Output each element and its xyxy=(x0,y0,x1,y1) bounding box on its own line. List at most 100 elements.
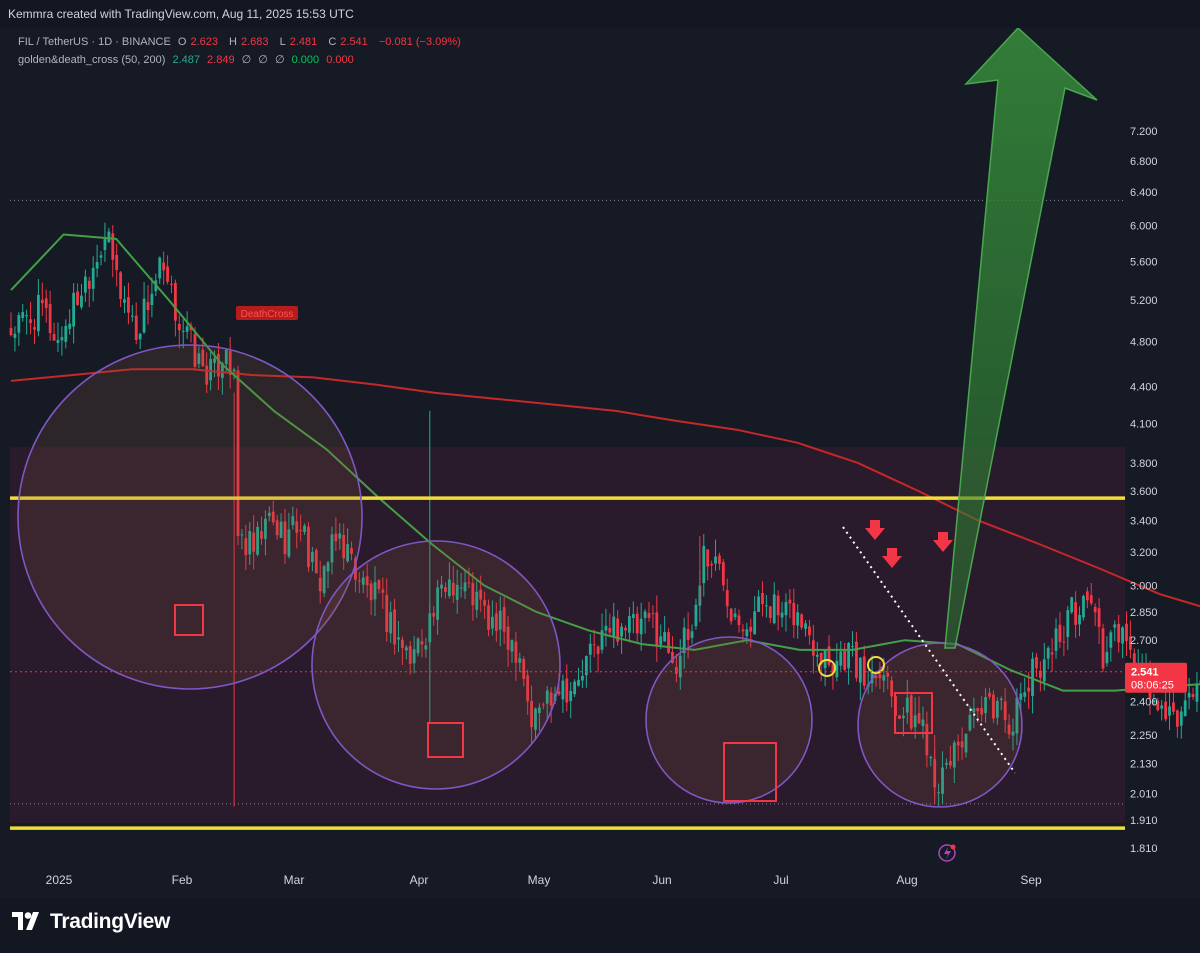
candle-body xyxy=(725,590,729,607)
ma50-line xyxy=(10,233,1200,692)
candle xyxy=(1078,606,1081,637)
candle-body xyxy=(213,358,216,363)
candle xyxy=(886,665,890,690)
candle-body xyxy=(882,675,886,681)
candle-body xyxy=(831,664,835,673)
candle-body xyxy=(279,521,283,538)
candle xyxy=(295,508,299,549)
trendline xyxy=(842,526,1016,774)
candle-body xyxy=(451,582,455,596)
candle xyxy=(1168,688,1171,731)
candle xyxy=(765,594,768,618)
candle xyxy=(377,578,381,594)
time-tick-label: Aug xyxy=(896,873,917,887)
candle-body xyxy=(588,643,592,655)
candle-body xyxy=(166,266,169,282)
candle xyxy=(498,596,502,647)
credit-text: Kemmra created with TradingView.com, Aug… xyxy=(8,7,354,21)
candle-body xyxy=(467,582,471,584)
candle-body xyxy=(447,579,451,597)
candle-body xyxy=(209,358,213,381)
candle xyxy=(514,631,518,681)
candle-body xyxy=(819,652,823,665)
candle xyxy=(1082,594,1085,621)
candle-body xyxy=(792,602,796,626)
candle-body xyxy=(228,350,232,375)
candle xyxy=(1007,714,1011,739)
candle xyxy=(964,733,968,758)
candle xyxy=(471,572,475,621)
candle-body xyxy=(537,707,541,713)
candle xyxy=(463,570,467,600)
candle-body xyxy=(236,370,240,537)
candle xyxy=(725,578,729,619)
price-tick-label: 4.800 xyxy=(1130,337,1158,349)
candle xyxy=(228,336,232,389)
candle xyxy=(138,332,142,350)
candle xyxy=(804,620,807,637)
candle-body xyxy=(463,582,467,592)
candle-body xyxy=(890,680,894,697)
candle xyxy=(682,617,686,669)
low-value: 2.481 xyxy=(289,36,318,48)
candle-body xyxy=(52,333,56,341)
candle-body xyxy=(491,616,494,629)
candle xyxy=(534,707,537,741)
candle xyxy=(283,508,287,564)
candle-body xyxy=(780,612,784,618)
candle xyxy=(839,641,843,671)
candle xyxy=(123,285,126,314)
candle-body xyxy=(1035,657,1038,669)
candle-body xyxy=(436,587,440,620)
candle-body xyxy=(260,531,263,539)
candle xyxy=(945,758,948,769)
candle-body xyxy=(968,714,972,731)
down-arrow-2 xyxy=(933,532,953,552)
candle-body xyxy=(502,607,506,632)
time-axis[interactable]: 2025 Feb Mar Apr May Jun Jul Aug Sep xyxy=(46,873,1042,887)
candle-body xyxy=(600,630,604,650)
candle xyxy=(952,740,956,784)
candle-body xyxy=(855,641,858,678)
candle xyxy=(119,270,122,307)
candle-body xyxy=(592,644,596,646)
candle-body xyxy=(1175,710,1179,727)
price-tick-label: 4.100 xyxy=(1130,418,1158,430)
candle-body xyxy=(757,596,760,612)
candle-body xyxy=(29,319,32,324)
candle xyxy=(788,589,792,619)
price-axis[interactable]: 7.200 6.800 6.400 6.000 5.600 5.200 4.800 4.400… xyxy=(1125,126,1187,855)
candle-body xyxy=(224,349,228,365)
chart-area[interactable]: DeathCross 7.200 6.800 6.400 6.000 5.600 5.20… xyxy=(0,26,1200,898)
candle-body xyxy=(33,327,36,330)
candle-body xyxy=(815,654,819,657)
candle-body xyxy=(925,724,929,756)
tradingview-logo-icon xyxy=(12,912,39,930)
candle-body xyxy=(25,315,29,317)
candle xyxy=(780,601,784,628)
candle-body xyxy=(945,763,948,765)
candle xyxy=(1172,689,1175,715)
candle-body xyxy=(275,520,279,536)
candle-body xyxy=(455,584,459,600)
candle-body xyxy=(776,595,780,616)
candle xyxy=(150,277,154,318)
empty-value-2: ∅ xyxy=(258,54,268,66)
candle xyxy=(385,578,389,642)
candle-body xyxy=(596,646,600,654)
candle-body xyxy=(718,555,721,564)
candle-body xyxy=(377,580,381,590)
candle xyxy=(240,529,244,550)
candle xyxy=(252,515,256,570)
chart-svg[interactable]: DeathCross 7.200 6.800 6.400 6.000 5.600 5.20… xyxy=(0,26,1200,898)
candle-body xyxy=(604,625,608,631)
deathcross-label-bg xyxy=(236,306,298,320)
price-tick-label: 5.200 xyxy=(1130,295,1158,307)
candle xyxy=(674,653,678,683)
candle-body xyxy=(1179,711,1183,726)
tradingview-logo[interactable]: TradingView xyxy=(12,910,170,934)
candle-body xyxy=(917,713,921,724)
candle xyxy=(177,315,181,349)
candle xyxy=(330,526,334,575)
candle-body xyxy=(307,526,310,568)
